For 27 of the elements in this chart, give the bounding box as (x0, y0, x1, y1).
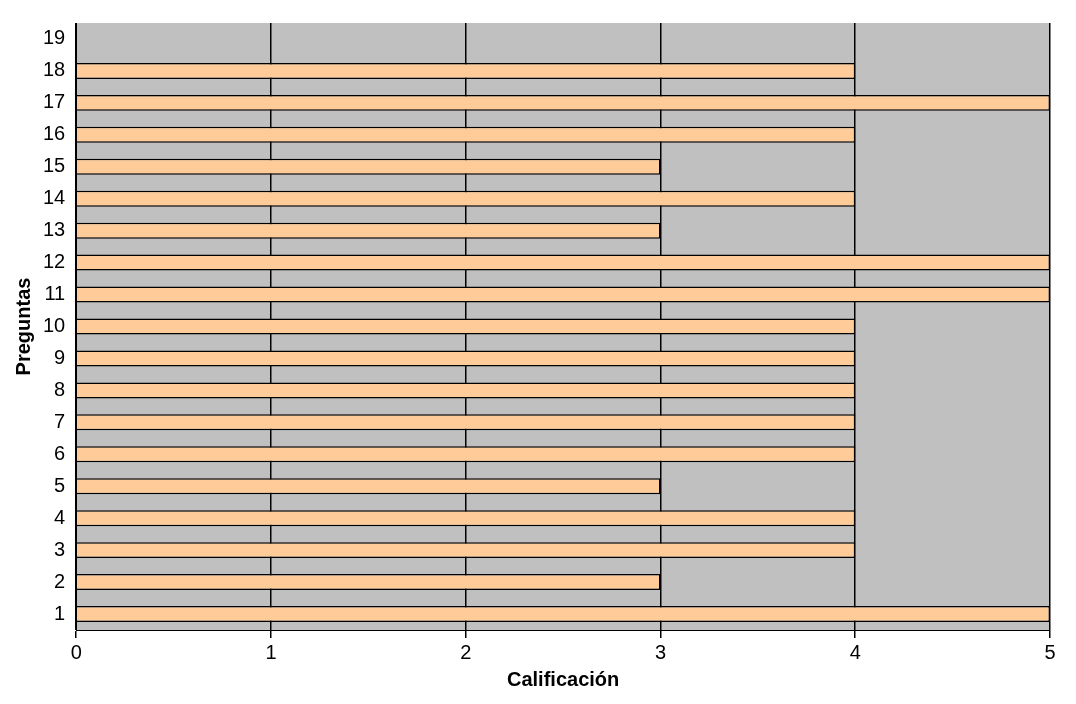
x-axis-title: Calificación (506, 667, 620, 690)
y-tick-label: 15 (43, 154, 66, 177)
y-tick-label: 14 (43, 186, 66, 209)
y-tick-label: 6 (54, 441, 66, 464)
y-tick-label: 18 (43, 58, 66, 81)
x-tick-label: 3 (654, 640, 667, 663)
y-tick-label: 12 (43, 250, 66, 273)
y-tick-label: 9 (54, 345, 66, 368)
y-tick-label: 3 (54, 537, 66, 560)
y-axis-title: Preguntas (11, 277, 34, 376)
x-tick-label: 2 (460, 640, 472, 663)
y-tick-label: 1 (54, 601, 66, 624)
y-tick-label: 17 (43, 90, 66, 113)
y-tick-label: 10 (43, 314, 66, 337)
x-tick-label: 4 (849, 640, 861, 663)
y-tick-label: 7 (54, 409, 66, 432)
y-tick-label: 16 (43, 122, 66, 145)
y-tick-label: 4 (54, 505, 66, 528)
x-tick-label: 1 (265, 640, 277, 663)
y-tick-label: 19 (43, 26, 66, 49)
y-tick-label: 8 (54, 377, 66, 400)
y-tick-label: 13 (43, 218, 66, 241)
y-tick-label: 2 (54, 569, 66, 592)
y-tick-label: 11 (44, 282, 66, 305)
x-tick-label: 5 (1044, 640, 1056, 663)
x-tick-label: 0 (70, 640, 82, 663)
y-tick-label: 5 (54, 473, 66, 496)
